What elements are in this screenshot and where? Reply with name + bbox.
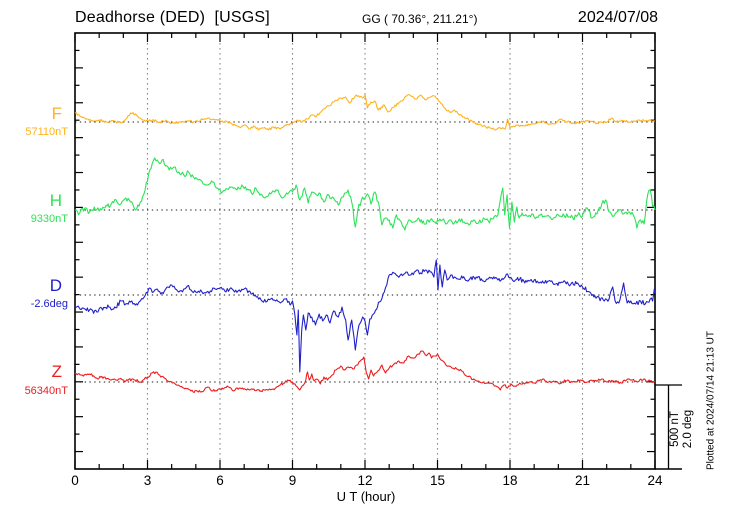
scale-bar-label-nt: 500 nT — [669, 411, 681, 447]
plotted-at-note: Plotted at 2024/07/14 21:13 UT — [705, 331, 717, 470]
x-axis-label: U T (hour) — [336, 489, 396, 504]
x-tick-label-12: 12 — [357, 473, 373, 488]
station-title: Deadhorse (DED) [USGS] — [75, 9, 270, 26]
channel-h-label: H — [49, 191, 62, 210]
scale-bar-label: 500 nT 2.0 deg — [669, 383, 697, 475]
channel-d-label: D — [49, 276, 62, 295]
x-tick-label-15: 15 — [429, 473, 446, 488]
x-tick-label-18: 18 — [502, 473, 518, 488]
x-tick-label-21: 21 — [574, 473, 591, 488]
channel-z-label: Z — [51, 362, 62, 381]
x-tick-label-9: 9 — [288, 473, 297, 488]
channel-z-value: 56340nT — [24, 385, 68, 397]
x-tick-label-0: 0 — [71, 473, 79, 488]
channel-d-value: -2.6deg — [30, 298, 68, 310]
gg-coordinates: GG ( 70.36°, 211.21°) — [362, 12, 478, 26]
x-tick-label-6: 6 — [216, 473, 224, 488]
scale-bar-label-deg: 2.0 deg — [682, 409, 694, 449]
plot-date: 2024/07/08 — [577, 9, 658, 26]
channel-f-label: F — [51, 104, 62, 123]
x-tick-label-24: 24 — [647, 473, 663, 488]
channel-f-value: 57110nT — [25, 126, 68, 138]
channel-h-value: 9330nT — [30, 213, 68, 225]
x-tick-label-3: 3 — [143, 473, 152, 488]
